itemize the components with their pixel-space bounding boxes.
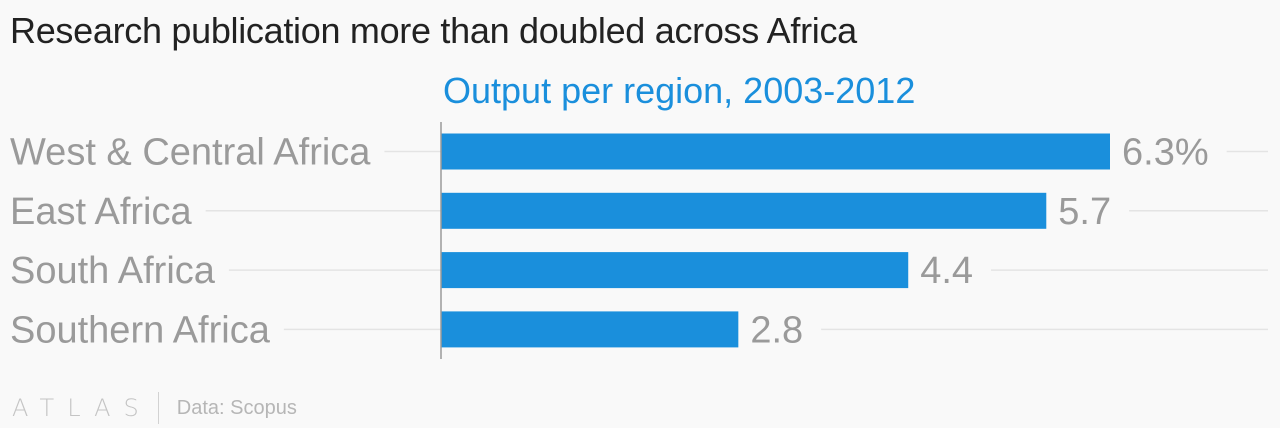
value-label: 6.3% (1122, 132, 1209, 174)
category-label: South Africa (10, 250, 216, 292)
footer: ATLAS Data: Scopus (12, 388, 297, 428)
bar (441, 311, 739, 348)
source-label: Data: Scopus (176, 396, 297, 419)
bar (441, 252, 909, 289)
category-label: West & Central Africa (10, 132, 371, 174)
footer-divider (157, 392, 159, 424)
chart-title: Research publication more than doubled a… (10, 10, 857, 51)
category-label: East Africa (10, 191, 192, 233)
bar (441, 133, 1110, 170)
value-label: 2.8 (750, 309, 803, 351)
category-label: Southern Africa (10, 309, 271, 351)
chart-subtitle: Output per region, 2003-2012 (443, 70, 915, 111)
labels: West & Central Africa 6.3% East Africa 5.7 S… (10, 132, 1209, 352)
bar-chart: Output per region, 2003-2012 West & Cent… (10, 70, 1268, 359)
atlas-logo: ATLAS (12, 394, 152, 422)
value-label: 5.7 (1058, 191, 1111, 233)
bar (441, 192, 1047, 229)
grid-lines (205, 150, 1268, 331)
bars (441, 133, 1110, 348)
value-label: 4.4 (920, 250, 973, 292)
